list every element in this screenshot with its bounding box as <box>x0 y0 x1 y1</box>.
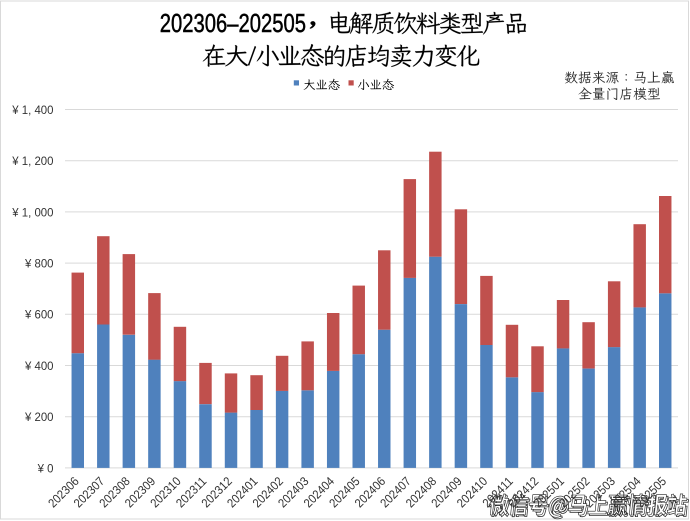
svg-text:¥ 800: ¥ 800 <box>24 256 54 271</box>
svg-text:¥ 1, 400: ¥ 1, 400 <box>11 102 54 117</box>
svg-text:¥ 1, 200: ¥ 1, 200 <box>11 154 54 169</box>
svg-text:¥ 0: ¥ 0 <box>37 461 54 476</box>
svg-text:¥ 200: ¥ 200 <box>24 410 54 425</box>
svg-text:¥ 1, 000: ¥ 1, 000 <box>11 205 54 220</box>
svg-text:202306–202505: 202306–202505 <box>160 10 306 38</box>
svg-text:¥ 400: ¥ 400 <box>24 358 54 373</box>
svg-text:¥ 600: ¥ 600 <box>24 307 54 322</box>
